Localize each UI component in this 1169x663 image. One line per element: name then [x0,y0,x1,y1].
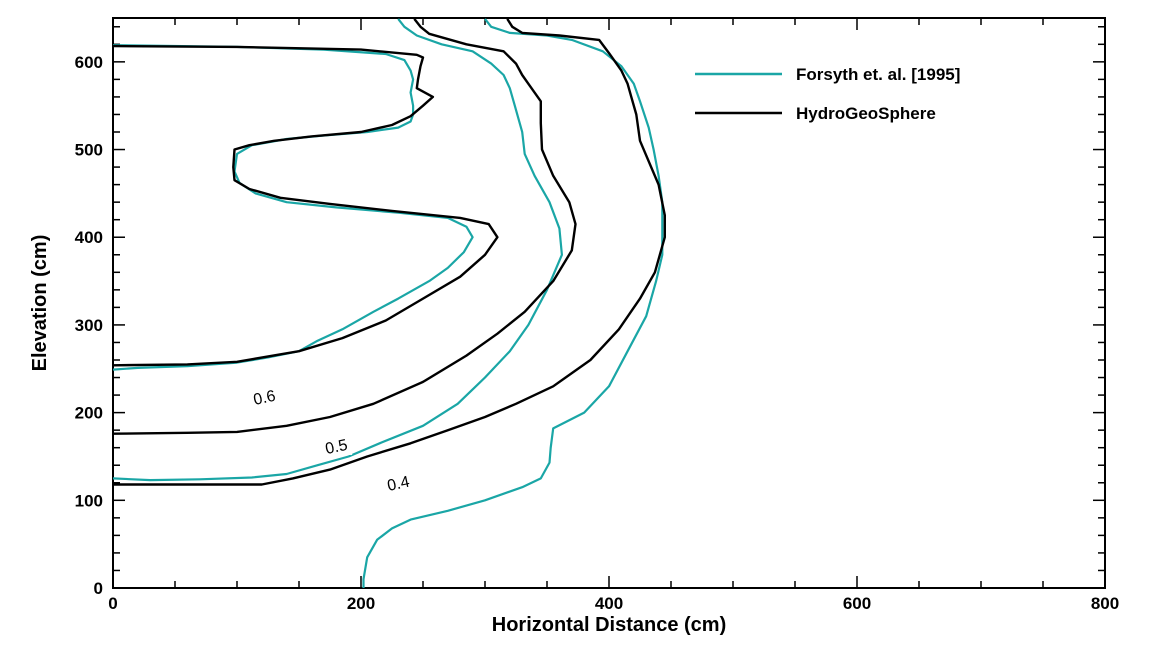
contour-label-bg [320,434,353,455]
x-tick-label: 600 [843,594,871,613]
hydrogeosphere-contour-0 [113,44,499,367]
plot-frame [112,17,1106,589]
legend-label-hydrogeosphere: HydroGeoSphere [796,104,936,123]
x-tick-label: 0 [108,594,117,613]
contour-label: 0.6 [252,388,277,409]
contour-label: 0.4 [386,474,411,495]
hydrogeosphere-contour-1 [113,18,577,435]
y-tick-label: 600 [75,53,103,72]
x-axis-title: Horizontal Distance (cm) [492,614,726,636]
y-tick-label: 200 [75,404,103,423]
contour-label-bg [382,471,415,492]
x-tick-label: 400 [595,594,623,613]
y-tick-label: 300 [75,316,103,335]
y-tick-label: 500 [75,141,103,160]
contour-label: 0.5 [324,437,349,458]
y-tick-label: 400 [75,228,103,247]
legend: Forsyth et. al. [1995] HydroGeoSphere [695,65,960,123]
contour-lines [113,18,666,588]
y-tick-label: 0 [94,579,103,598]
y-axis-title: Elevation (cm) [29,235,51,372]
axis-tick-labels: 0 200 400 600 800 0 100 200 300 400 500 600 [75,53,1120,613]
hydrogeosphere-contour-2 [113,18,666,486]
legend-label-forsyth: Forsyth et. al. [1995] [796,65,960,84]
x-tick-label: 800 [1091,594,1119,613]
forsyth-contour-1 [113,18,563,482]
axis-ticks [112,18,1106,589]
forsyth-contour-0 [113,44,474,371]
x-tick-label: 200 [347,594,375,613]
forsyth-contour-2 [362,18,664,588]
contour-labels: 0.6 0.5 0.4 [248,385,415,495]
contour-label-bg [248,385,281,406]
y-tick-label: 100 [75,491,103,510]
